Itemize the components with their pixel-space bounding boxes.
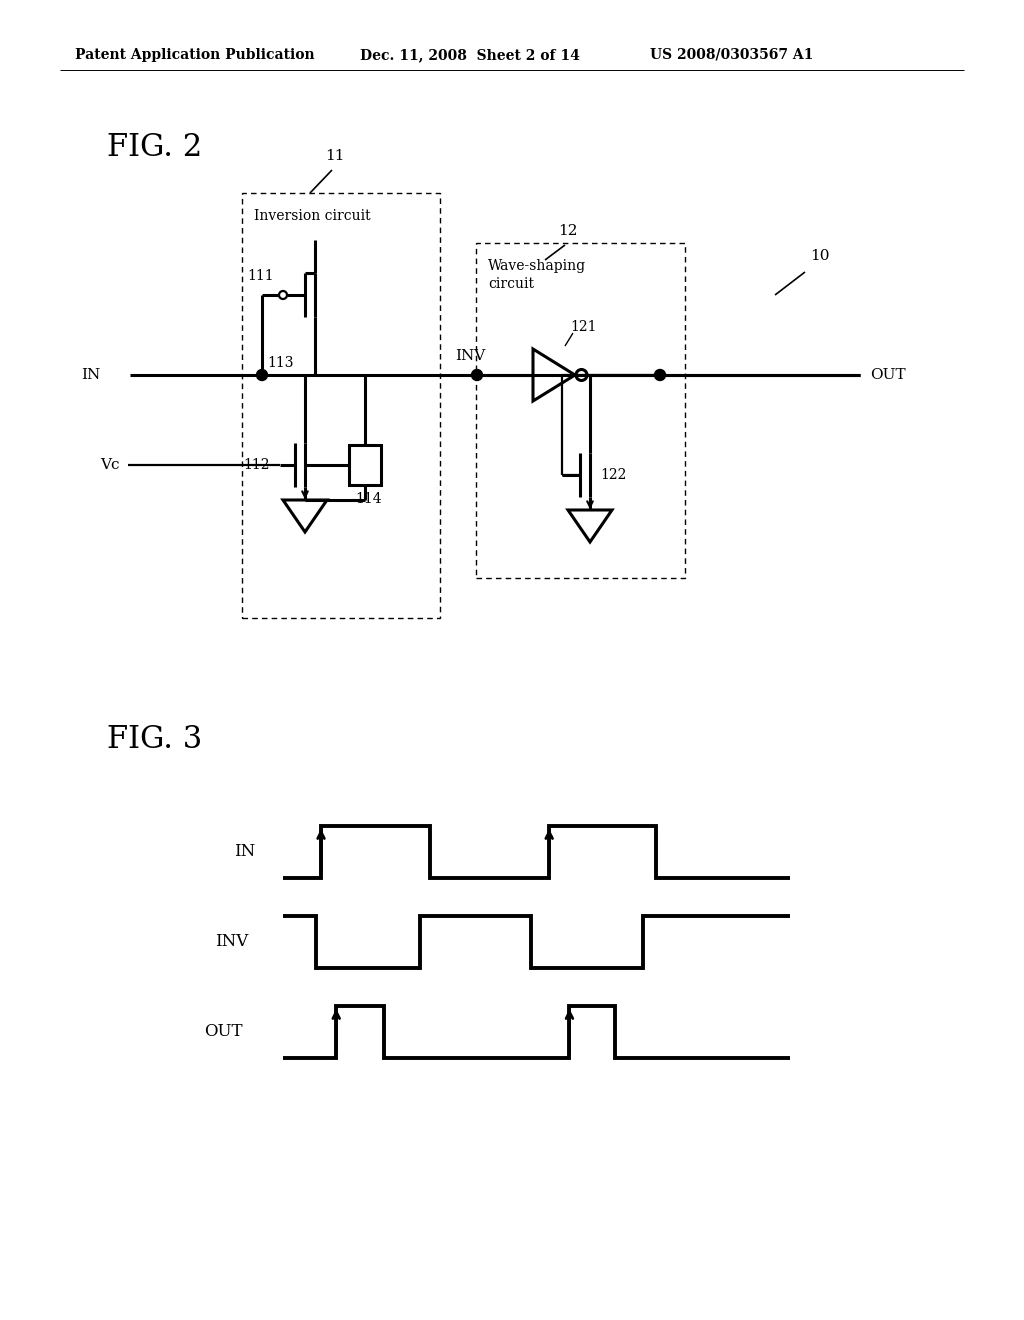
Text: 11: 11	[326, 149, 345, 162]
Text: Wave-shaping
circuit: Wave-shaping circuit	[488, 259, 586, 292]
Text: INV: INV	[455, 348, 485, 363]
Text: Vc: Vc	[100, 458, 120, 473]
Text: 122: 122	[600, 469, 627, 482]
Circle shape	[256, 370, 267, 380]
Text: 114: 114	[355, 492, 382, 506]
Text: OUT: OUT	[870, 368, 905, 381]
Text: Inversion circuit: Inversion circuit	[254, 209, 371, 223]
Text: 111: 111	[247, 269, 273, 282]
Text: IN: IN	[81, 368, 100, 381]
Bar	[476, 243, 685, 578]
Text: 112: 112	[243, 458, 269, 473]
Bar	[242, 193, 440, 618]
Text: 12: 12	[558, 224, 578, 238]
Text: 113: 113	[267, 356, 294, 370]
Text: FIG. 3: FIG. 3	[106, 725, 203, 755]
Text: Patent Application Publication: Patent Application Publication	[75, 48, 314, 62]
Text: 121: 121	[570, 319, 597, 334]
Text: Dec. 11, 2008  Sheet 2 of 14: Dec. 11, 2008 Sheet 2 of 14	[360, 48, 580, 62]
Text: IN: IN	[233, 843, 255, 861]
Text: 10: 10	[810, 249, 829, 263]
Circle shape	[471, 370, 482, 380]
Text: INV: INV	[215, 933, 248, 950]
Bar	[349, 445, 381, 484]
Text: US 2008/0303567 A1: US 2008/0303567 A1	[650, 48, 813, 62]
Circle shape	[654, 370, 666, 380]
Text: FIG. 2: FIG. 2	[106, 132, 203, 164]
Text: OUT: OUT	[205, 1023, 243, 1040]
